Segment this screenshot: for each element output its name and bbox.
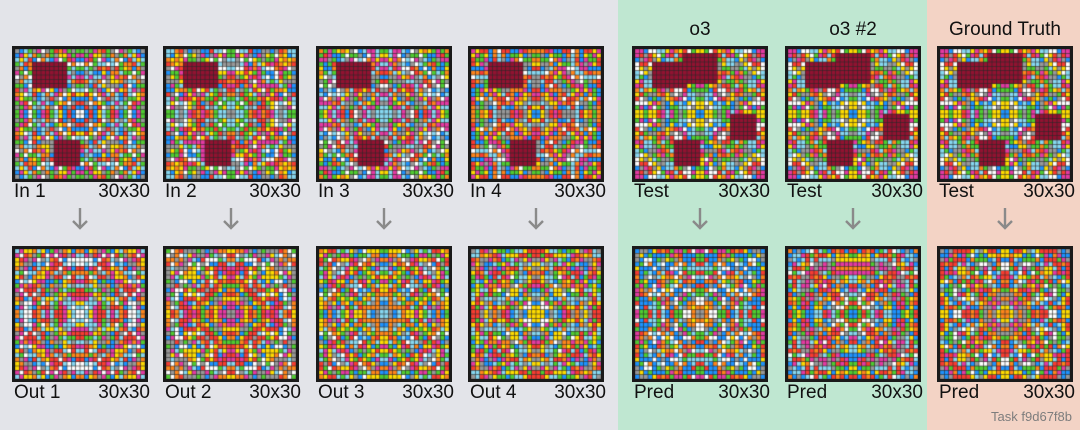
ground-truth-input-label: Test <box>939 181 974 202</box>
o3-2-input-caption: Test 30x30 <box>787 181 923 203</box>
pair3-input-size: 30x30 <box>402 181 454 202</box>
pair2-output-canvas <box>166 249 296 379</box>
pair1-input-canvas <box>15 49 145 179</box>
ground-truth-input-size: 30x30 <box>1023 181 1075 202</box>
pair3-output-caption: Out 3 30x30 <box>318 382 454 404</box>
arrow-down-icon <box>374 206 394 232</box>
o3-2-output-canvas <box>788 249 918 379</box>
ground-truth-input-canvas <box>940 49 1070 179</box>
o3-2-output-size: 30x30 <box>871 382 923 403</box>
pair1-input-caption: In 1 30x30 <box>14 181 150 203</box>
o3-2-title: o3 #2 <box>829 19 877 40</box>
ground-truth-output-label: Pred <box>939 382 980 403</box>
pair3-output-canvas <box>319 249 449 379</box>
o3-2-input-canvas <box>788 49 918 179</box>
arrow-down-icon <box>221 206 241 232</box>
pair1-output-size: 30x30 <box>98 382 150 403</box>
o3-2-input-size: 30x30 <box>871 181 923 202</box>
ground-truth-output-caption: Pred 30x30 <box>939 382 1075 404</box>
o3-input-grid <box>632 46 768 182</box>
pair2-input-canvas <box>166 49 296 179</box>
pair3-input-label: In 3 <box>318 181 350 202</box>
pair4-output-size: 30x30 <box>554 382 606 403</box>
pair4-output-grid <box>468 246 604 382</box>
pair3-output-size: 30x30 <box>402 382 454 403</box>
o3-input-caption: Test 30x30 <box>634 181 770 203</box>
o3-2-output-label: Pred <box>787 382 828 403</box>
ground-truth-output-grid <box>937 246 1073 382</box>
pair4-output-canvas <box>471 249 601 379</box>
o3-2-output-grid <box>785 246 921 382</box>
o3-2-output-caption: Pred 30x30 <box>787 382 923 404</box>
pair4-input-caption: In 4 30x30 <box>470 181 606 203</box>
pair2-output-label: Out 2 <box>165 382 212 403</box>
o3-title: o3 <box>689 19 711 40</box>
pair4-input-size: 30x30 <box>554 181 606 202</box>
pair4-output-caption: Out 4 30x30 <box>470 382 606 404</box>
pair2-output-grid <box>163 246 299 382</box>
o3-2-input-grid <box>785 46 921 182</box>
o3-input-label: Test <box>634 181 669 202</box>
pair2-input-size: 30x30 <box>249 181 301 202</box>
pair4-input-grid <box>468 46 604 182</box>
pair2-output-caption: Out 2 30x30 <box>165 382 301 404</box>
o3-output-grid <box>632 246 768 382</box>
pair2-input-label: In 2 <box>165 181 197 202</box>
pair3-input-grid <box>316 46 452 182</box>
pair2-input-caption: In 2 30x30 <box>165 181 301 203</box>
pair3-input-caption: In 3 30x30 <box>318 181 454 203</box>
ground-truth-input-caption: Test 30x30 <box>939 181 1075 203</box>
pair1-input-size: 30x30 <box>98 181 150 202</box>
pair1-output-canvas <box>15 249 145 379</box>
task-id-label: Task f9d67f8b <box>991 409 1072 424</box>
pair3-input-canvas <box>319 49 449 179</box>
pair1-output-label: Out 1 <box>14 382 61 403</box>
o3-output-canvas <box>635 249 765 379</box>
arrow-down-icon <box>843 206 863 232</box>
o3-output-size: 30x30 <box>718 382 770 403</box>
o3-input-size: 30x30 <box>718 181 770 202</box>
pair4-input-label: In 4 <box>470 181 502 202</box>
pair1-output-grid <box>12 246 148 382</box>
arrow-down-icon <box>690 206 710 232</box>
o3-output-label: Pred <box>634 382 675 403</box>
o3-2-input-label: Test <box>787 181 822 202</box>
o3-input-canvas <box>635 49 765 179</box>
arrow-down-icon <box>70 206 90 232</box>
pair3-output-grid <box>316 246 452 382</box>
ground-truth-input-grid <box>937 46 1073 182</box>
pair2-input-grid <box>163 46 299 182</box>
pair1-input-label: In 1 <box>14 181 46 202</box>
arrow-down-icon <box>995 206 1015 232</box>
pair1-input-grid <box>12 46 148 182</box>
ground-truth-output-size: 30x30 <box>1023 382 1075 403</box>
pair4-output-label: Out 4 <box>470 382 517 403</box>
pair4-input-canvas <box>471 49 601 179</box>
arrow-down-icon <box>526 206 546 232</box>
pair1-output-caption: Out 1 30x30 <box>14 382 150 404</box>
ground-truth-title: Ground Truth <box>949 19 1061 40</box>
pair2-output-size: 30x30 <box>249 382 301 403</box>
ground-truth-output-canvas <box>940 249 1070 379</box>
o3-output-caption: Pred 30x30 <box>634 382 770 404</box>
pair3-output-label: Out 3 <box>318 382 365 403</box>
